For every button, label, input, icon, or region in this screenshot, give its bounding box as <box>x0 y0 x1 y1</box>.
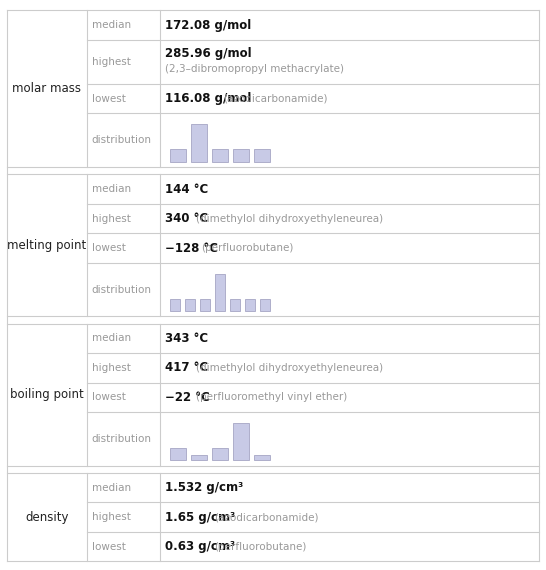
Bar <box>212 448 228 461</box>
Bar <box>170 448 186 461</box>
Text: 172.08 g/mol: 172.08 g/mol <box>165 18 252 31</box>
Bar <box>215 274 225 311</box>
Text: 343 °C: 343 °C <box>165 332 209 345</box>
Text: distribution: distribution <box>92 434 152 444</box>
Text: lowest: lowest <box>92 93 126 104</box>
Text: (2,3–dibromopropyl methacrylate): (2,3–dibromopropyl methacrylate) <box>165 63 345 74</box>
Text: (dimethylol dihydroxyethyleneurea): (dimethylol dihydroxyethyleneurea) <box>197 363 383 373</box>
Text: distribution: distribution <box>92 135 152 145</box>
Text: −128 °C: −128 °C <box>165 242 218 255</box>
Text: median: median <box>92 483 131 492</box>
Text: highest: highest <box>92 363 130 373</box>
Text: 417 °C: 417 °C <box>165 361 209 374</box>
Bar <box>170 299 180 311</box>
Text: molar mass: molar mass <box>13 82 81 95</box>
Text: lowest: lowest <box>92 243 126 253</box>
Text: 1.532 g/cm³: 1.532 g/cm³ <box>165 481 244 494</box>
Bar <box>170 149 186 162</box>
Text: highest: highest <box>92 57 130 67</box>
Text: median: median <box>92 333 131 343</box>
Text: boiling point: boiling point <box>10 388 84 401</box>
Bar <box>260 299 270 311</box>
Text: 116.08 g/mol: 116.08 g/mol <box>165 92 252 105</box>
Text: 340 °C: 340 °C <box>165 212 209 225</box>
Text: distribution: distribution <box>92 284 152 295</box>
Text: −22 °C: −22 °C <box>165 391 210 404</box>
Text: density: density <box>25 511 69 524</box>
Bar <box>200 299 210 311</box>
Bar <box>191 455 207 461</box>
Bar <box>212 149 228 162</box>
Bar <box>254 149 270 162</box>
Text: 1.65 g/cm³: 1.65 g/cm³ <box>165 511 236 524</box>
Text: (dimethylol dihydroxyethyleneurea): (dimethylol dihydroxyethyleneurea) <box>197 214 383 223</box>
Text: (perfluorobutane): (perfluorobutane) <box>201 243 293 253</box>
Text: highest: highest <box>92 214 130 223</box>
Bar <box>233 423 250 461</box>
Bar <box>230 299 240 311</box>
Text: melting point: melting point <box>7 239 87 252</box>
Text: (perfluoromethyl vinyl ether): (perfluoromethyl vinyl ether) <box>197 392 348 402</box>
Bar <box>254 455 270 461</box>
Text: (azodicarbonamide): (azodicarbonamide) <box>223 93 328 104</box>
Text: 144 °C: 144 °C <box>165 182 209 196</box>
Text: 0.63 g/cm³: 0.63 g/cm³ <box>165 540 235 553</box>
Text: lowest: lowest <box>92 392 126 402</box>
Text: (azodicarbonamide): (azodicarbonamide) <box>214 512 318 522</box>
Bar <box>185 299 195 311</box>
Text: median: median <box>92 184 131 194</box>
Text: lowest: lowest <box>92 542 126 552</box>
Text: 285.96 g/mol: 285.96 g/mol <box>165 47 252 59</box>
Text: highest: highest <box>92 512 130 522</box>
Bar <box>191 124 207 162</box>
Text: (perfluorobutane): (perfluorobutane) <box>214 542 306 552</box>
Bar <box>245 299 256 311</box>
Text: median: median <box>92 20 131 30</box>
Bar <box>233 149 250 162</box>
